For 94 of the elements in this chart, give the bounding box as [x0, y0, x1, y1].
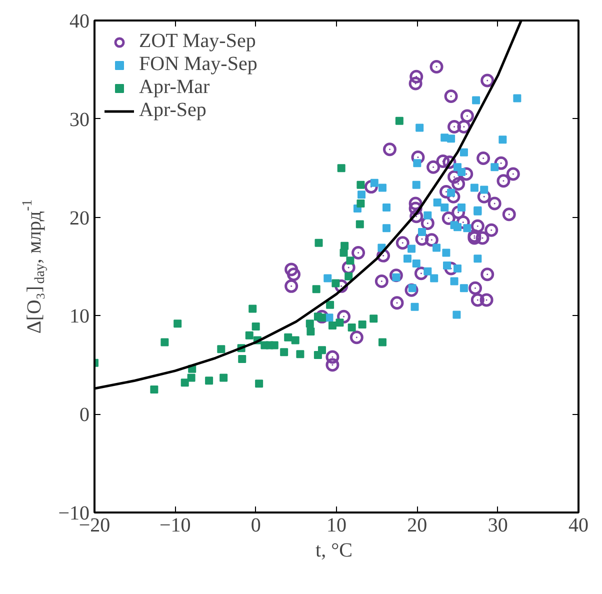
point [356, 200, 365, 208]
point [433, 198, 442, 207]
point [440, 203, 449, 212]
point [378, 184, 386, 192]
point [291, 336, 300, 344]
legend-label: ZOT May-Sep [139, 30, 256, 53]
point [346, 256, 354, 265]
point [418, 228, 426, 236]
point [314, 238, 323, 247]
point [150, 386, 158, 394]
point [370, 314, 378, 323]
point [410, 302, 419, 311]
point [328, 322, 336, 330]
point [378, 338, 386, 346]
point [442, 248, 450, 257]
y-tick-label: 20 [70, 207, 90, 230]
point [498, 136, 507, 144]
point [382, 203, 391, 212]
y-axis-title: Δ[O₃]day, млрд-1 [20, 199, 48, 334]
point [314, 312, 322, 321]
y-tick-label: 30 [70, 108, 90, 131]
point [424, 267, 432, 276]
legend-label: Apr-Mar [139, 76, 210, 99]
x-tick-label: −10 [160, 514, 191, 536]
point [480, 186, 488, 194]
point [472, 96, 480, 104]
point [382, 224, 391, 232]
point [187, 374, 196, 382]
point [306, 320, 314, 328]
point [430, 274, 438, 282]
point [174, 320, 182, 328]
point [160, 338, 169, 346]
point [340, 248, 348, 257]
x-tick-label: 40 [568, 514, 588, 536]
point [238, 354, 246, 363]
point [408, 244, 416, 253]
point [326, 300, 334, 309]
y-tick-label: 10 [70, 306, 90, 328]
point [460, 284, 468, 292]
y-tick-label: 0 [80, 404, 90, 426]
point [318, 346, 326, 354]
point [220, 374, 228, 382]
point [348, 324, 356, 332]
point [248, 304, 257, 313]
point [432, 244, 441, 252]
point [412, 260, 420, 268]
point [452, 310, 461, 319]
point [403, 254, 412, 263]
point [450, 277, 458, 286]
point [474, 254, 482, 263]
point [344, 272, 353, 280]
x-axis-title: t, °C [316, 540, 352, 562]
point [280, 348, 288, 356]
point [470, 184, 478, 192]
point [255, 380, 264, 388]
point [205, 376, 214, 385]
x-tick-label: 0 [250, 514, 261, 536]
x-tick-label: 30 [488, 514, 508, 536]
point [252, 322, 260, 331]
point [336, 318, 344, 327]
legend-label: FON May-Sep [139, 53, 258, 76]
legend-label: Apr-Sep [139, 99, 206, 122]
point [358, 320, 366, 329]
point [454, 223, 462, 232]
point [306, 327, 315, 336]
point [490, 163, 499, 172]
point [463, 224, 472, 232]
x-tick-label: 10 [326, 514, 346, 536]
point [454, 264, 462, 272]
point [180, 378, 189, 387]
point [358, 190, 366, 199]
point [513, 94, 522, 102]
y-tick-label: 40 [70, 10, 90, 32]
point [356, 220, 364, 228]
point [312, 285, 320, 294]
point [284, 333, 292, 342]
point [412, 180, 420, 189]
point [395, 116, 404, 125]
point [416, 124, 424, 132]
point [424, 211, 432, 220]
point [460, 148, 468, 156]
point [458, 168, 466, 176]
point [270, 341, 278, 350]
point [458, 203, 466, 212]
point [447, 134, 456, 143]
point [413, 159, 422, 168]
point [324, 274, 332, 282]
point [245, 331, 254, 340]
point [356, 180, 365, 189]
point [217, 345, 226, 354]
x-tick-label: 20 [407, 514, 428, 536]
point [296, 350, 304, 358]
point [337, 164, 346, 172]
point [332, 279, 340, 288]
